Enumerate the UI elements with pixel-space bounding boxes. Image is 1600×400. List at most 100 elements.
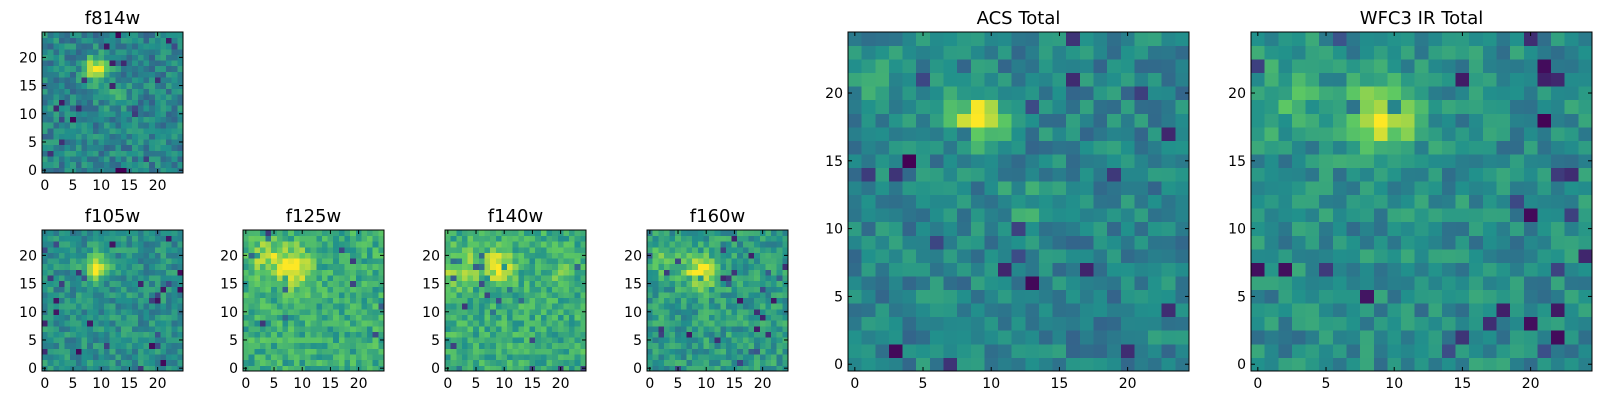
heatmap-cell — [265, 252, 272, 259]
heatmap-cell — [120, 71, 127, 78]
heatmap-cell — [675, 252, 682, 259]
heatmap-cell — [132, 280, 139, 287]
heatmap-cell — [1278, 45, 1293, 60]
heatmap-cell — [484, 342, 491, 349]
heatmap-cell — [574, 230, 581, 237]
heatmap-cell — [282, 275, 289, 282]
heatmap-cell — [1025, 221, 1040, 236]
heatmap-cell — [171, 99, 178, 106]
heatmap-cell — [663, 235, 670, 242]
heatmap-cell — [378, 235, 385, 242]
heatmap-cell — [1373, 303, 1388, 318]
y-tick-label: 5 — [633, 333, 642, 349]
heatmap-cell — [98, 235, 105, 242]
heatmap-cell — [282, 303, 289, 310]
heatmap-cell — [461, 365, 468, 372]
heatmap-cell — [1510, 113, 1525, 128]
heatmap-cell — [81, 127, 88, 134]
heatmap-cell — [367, 308, 374, 315]
heatmap-cell — [1455, 357, 1470, 372]
heatmap-cell — [692, 320, 699, 327]
heatmap-cell — [143, 77, 150, 84]
heatmap-cell — [725, 325, 732, 332]
heatmap-cell — [1441, 167, 1456, 182]
heatmap-cell — [327, 314, 334, 321]
heatmap-cell — [456, 359, 463, 366]
heatmap-cell — [299, 269, 306, 276]
heatmap-cell — [254, 314, 261, 321]
heatmap-cell — [115, 116, 122, 123]
y-tick-label: 0 — [28, 361, 37, 377]
heatmap-cell — [70, 156, 77, 163]
heatmap-cell — [115, 133, 122, 140]
heatmap-cell — [484, 275, 491, 282]
heatmap-cell — [310, 342, 317, 349]
heatmap-cell — [288, 303, 295, 310]
heatmap-cell — [120, 82, 127, 89]
heatmap-cell — [669, 263, 676, 270]
heatmap-cell — [75, 241, 82, 248]
heatmap-cell — [669, 337, 676, 344]
heatmap-cell — [1428, 248, 1443, 263]
heatmap-cell — [316, 308, 323, 315]
heatmap-cell — [132, 65, 139, 72]
heatmap-cell — [143, 365, 150, 372]
heatmap-cell — [929, 99, 944, 114]
heatmap-cell — [731, 263, 738, 270]
heatmap-cell — [754, 286, 761, 293]
heatmap-cell — [109, 269, 116, 276]
heatmap-cell — [1251, 194, 1266, 209]
heatmap-cell — [104, 308, 111, 315]
heatmap-cell — [166, 133, 173, 140]
heatmap-cell — [663, 325, 670, 332]
heatmap-cell — [58, 246, 65, 253]
heatmap-cell — [467, 235, 474, 242]
heatmap-cell — [166, 325, 173, 332]
heatmap-cell — [160, 269, 167, 276]
heatmap-cell — [765, 308, 772, 315]
heatmap-cell — [1305, 343, 1320, 358]
heatmap-cell — [70, 105, 77, 112]
heatmap-cell — [115, 82, 122, 89]
heatmap-cell — [1387, 289, 1402, 304]
heatmap-cell — [58, 235, 65, 242]
heatmap-cell — [137, 308, 144, 315]
heatmap-cell — [1025, 194, 1040, 209]
heatmap-cell — [535, 314, 542, 321]
heatmap-cell — [276, 303, 283, 310]
heatmap-cell — [776, 342, 783, 349]
heatmap-cell — [725, 230, 732, 237]
heatmap-cell — [160, 263, 167, 270]
heatmap-cell — [943, 32, 958, 46]
heatmap-cell — [776, 292, 783, 299]
heatmap-cell — [1482, 235, 1497, 250]
heatmap-cell — [92, 77, 99, 84]
heatmap-cell — [1360, 59, 1375, 74]
heatmap-cell — [1551, 357, 1566, 372]
heatmap-cell — [776, 337, 783, 344]
heatmap-cell — [81, 252, 88, 259]
heatmap-cell — [126, 37, 133, 44]
heatmap-cell — [58, 144, 65, 151]
heatmap-cell — [686, 325, 693, 332]
heatmap-cell — [697, 359, 704, 366]
heatmap-cell — [709, 354, 716, 361]
heatmap-cell — [104, 269, 111, 276]
heatmap-cell — [160, 246, 167, 253]
heatmap-cell — [916, 343, 931, 358]
heatmap-cell — [70, 54, 77, 61]
heatmap-cell — [1578, 154, 1593, 168]
heatmap-cell — [943, 86, 958, 101]
heatmap-cell — [861, 154, 876, 168]
heatmap-cell — [658, 275, 665, 282]
heatmap-cell — [64, 94, 71, 101]
heatmap-cell — [104, 348, 111, 355]
heatmap-cell — [293, 303, 300, 310]
heatmap-cell — [372, 325, 379, 332]
heatmap-cell — [143, 127, 150, 134]
heatmap-cell — [254, 280, 261, 287]
heatmap-cell — [529, 280, 536, 287]
heatmap-cell — [1038, 357, 1053, 372]
heatmap-cell — [731, 314, 738, 321]
heatmap-cell — [81, 133, 88, 140]
